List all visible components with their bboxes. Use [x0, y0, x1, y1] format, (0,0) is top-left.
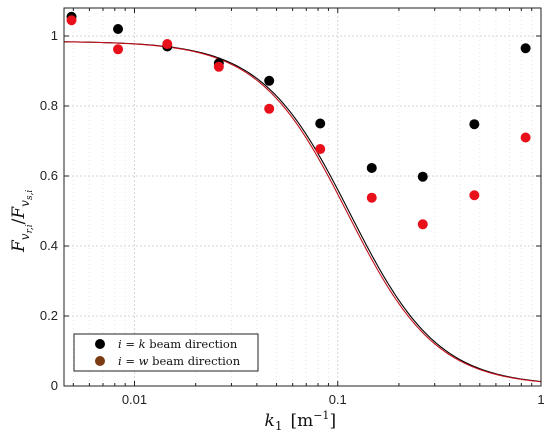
- data-point-series-0: [417, 171, 428, 182]
- data-point-series-0: [315, 118, 326, 129]
- y-tick-label: 0.8: [40, 98, 58, 113]
- x-tick-label: 1: [537, 392, 544, 407]
- plot-frame: [63, 7, 542, 387]
- data-point-series-1: [66, 15, 77, 26]
- y-tick-label: 0.6: [40, 168, 58, 183]
- data-point-series-0: [366, 162, 377, 173]
- x-tick-label: 0.1: [329, 392, 347, 407]
- y-tick-label: 0: [51, 378, 58, 393]
- x-axis-label: k1 [m−1]: [265, 409, 337, 433]
- data-point-series-0: [264, 75, 275, 86]
- data-point-series-1: [315, 144, 326, 155]
- data-point-series-1: [264, 103, 275, 114]
- data-point-series-1: [162, 39, 173, 50]
- legend-entry-w: i = w beam direction: [118, 354, 241, 368]
- y-axis-label: Fvr,i/Fvs,i: [9, 190, 35, 253]
- data-point-series-1: [213, 61, 224, 72]
- axis-ticks: 0.01 0.1 1 0 0.2 0.4 0.6 0.8 1: [40, 8, 545, 407]
- legend-marker-k: [95, 339, 105, 349]
- x-tick-label: 0.01: [122, 392, 147, 407]
- data-point-series-1: [469, 190, 480, 201]
- data-point-series-0: [520, 43, 531, 54]
- legend: i = k beam direction i = w beam directio…: [73, 333, 259, 372]
- y-tick-label: 0.4: [40, 238, 58, 253]
- model-curve-0: [63, 41, 542, 383]
- data-point-series-1: [417, 219, 428, 230]
- data-point-series-0: [113, 24, 124, 34]
- data-point-series-1: [113, 44, 124, 55]
- model-curve-1: [63, 41, 542, 383]
- y-tick-label: 1: [51, 28, 58, 43]
- y-tick-label: 0.2: [40, 308, 58, 323]
- legend-box: [73, 333, 259, 372]
- model-curves: [63, 41, 542, 383]
- data-point-series-0: [469, 119, 480, 130]
- data-points: [66, 11, 531, 230]
- legend-marker-w: [95, 356, 105, 366]
- legend-entry-k: i = k beam direction: [118, 337, 238, 351]
- grid: [64, 8, 542, 387]
- data-point-series-1: [520, 132, 531, 143]
- data-point-series-1: [366, 192, 377, 203]
